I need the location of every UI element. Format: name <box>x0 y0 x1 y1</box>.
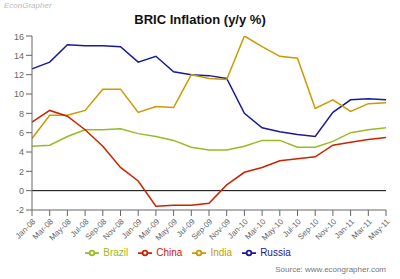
svg-text:Nov-09: Nov-09 <box>207 217 233 242</box>
svg-text:May-10: May-10 <box>260 217 286 243</box>
svg-text:Mar-09: Mar-09 <box>137 217 162 242</box>
html-text:EconGrapher: EconGrapher <box>4 1 52 10</box>
html-text:Russia: Russia <box>260 246 291 258</box>
svg-text:-2: -2 <box>16 205 24 215</box>
svg-text:Sep-09: Sep-09 <box>189 217 215 242</box>
svg-text:May-08: May-08 <box>48 217 74 243</box>
html-text:India: India <box>210 246 233 258</box>
svg-text:Jan-11: Jan-11 <box>332 217 356 241</box>
svg-text:8: 8 <box>19 109 24 119</box>
svg-text:Sep-08: Sep-08 <box>83 217 109 242</box>
svg-text:10: 10 <box>14 89 24 99</box>
svg-text:12: 12 <box>14 70 24 80</box>
html-text:Brazil: Brazil <box>103 246 129 258</box>
svg-text:Mar-11: Mar-11 <box>349 217 374 241</box>
svg-text:Jul-10: Jul-10 <box>281 217 303 239</box>
html-text:BRIC Inflation (y/y %): BRIC Inflation (y/y %) <box>134 12 266 27</box>
svg-text:Jul-09: Jul-09 <box>175 217 197 239</box>
svg-text:Jul-08: Jul-08 <box>68 217 91 239</box>
svg-text:14: 14 <box>14 51 24 61</box>
svg-text:2: 2 <box>19 167 24 177</box>
svg-text:Sep-10: Sep-10 <box>296 217 321 242</box>
svg-text:16: 16 <box>14 32 24 42</box>
html-text:China: China <box>156 246 183 258</box>
svg-text:Mar-10: Mar-10 <box>243 217 268 242</box>
html-text:Source: www.econgrapher.com: Source: www.econgrapher.com <box>275 265 386 274</box>
svg-text:May-09: May-09 <box>154 217 180 243</box>
svg-text:Nov-08: Nov-08 <box>101 217 126 242</box>
svg-text:0: 0 <box>19 186 24 196</box>
svg-text:4: 4 <box>19 147 24 157</box>
svg-text:Jan-09: Jan-09 <box>120 217 144 241</box>
svg-text:May-11: May-11 <box>367 217 392 242</box>
svg-text:Jan-08: Jan-08 <box>13 217 38 241</box>
svg-text:Jan-10: Jan-10 <box>226 217 250 241</box>
svg-text:6: 6 <box>19 128 24 138</box>
svg-text:Nov-10: Nov-10 <box>314 217 339 242</box>
svg-text:Mar-08: Mar-08 <box>30 217 56 242</box>
